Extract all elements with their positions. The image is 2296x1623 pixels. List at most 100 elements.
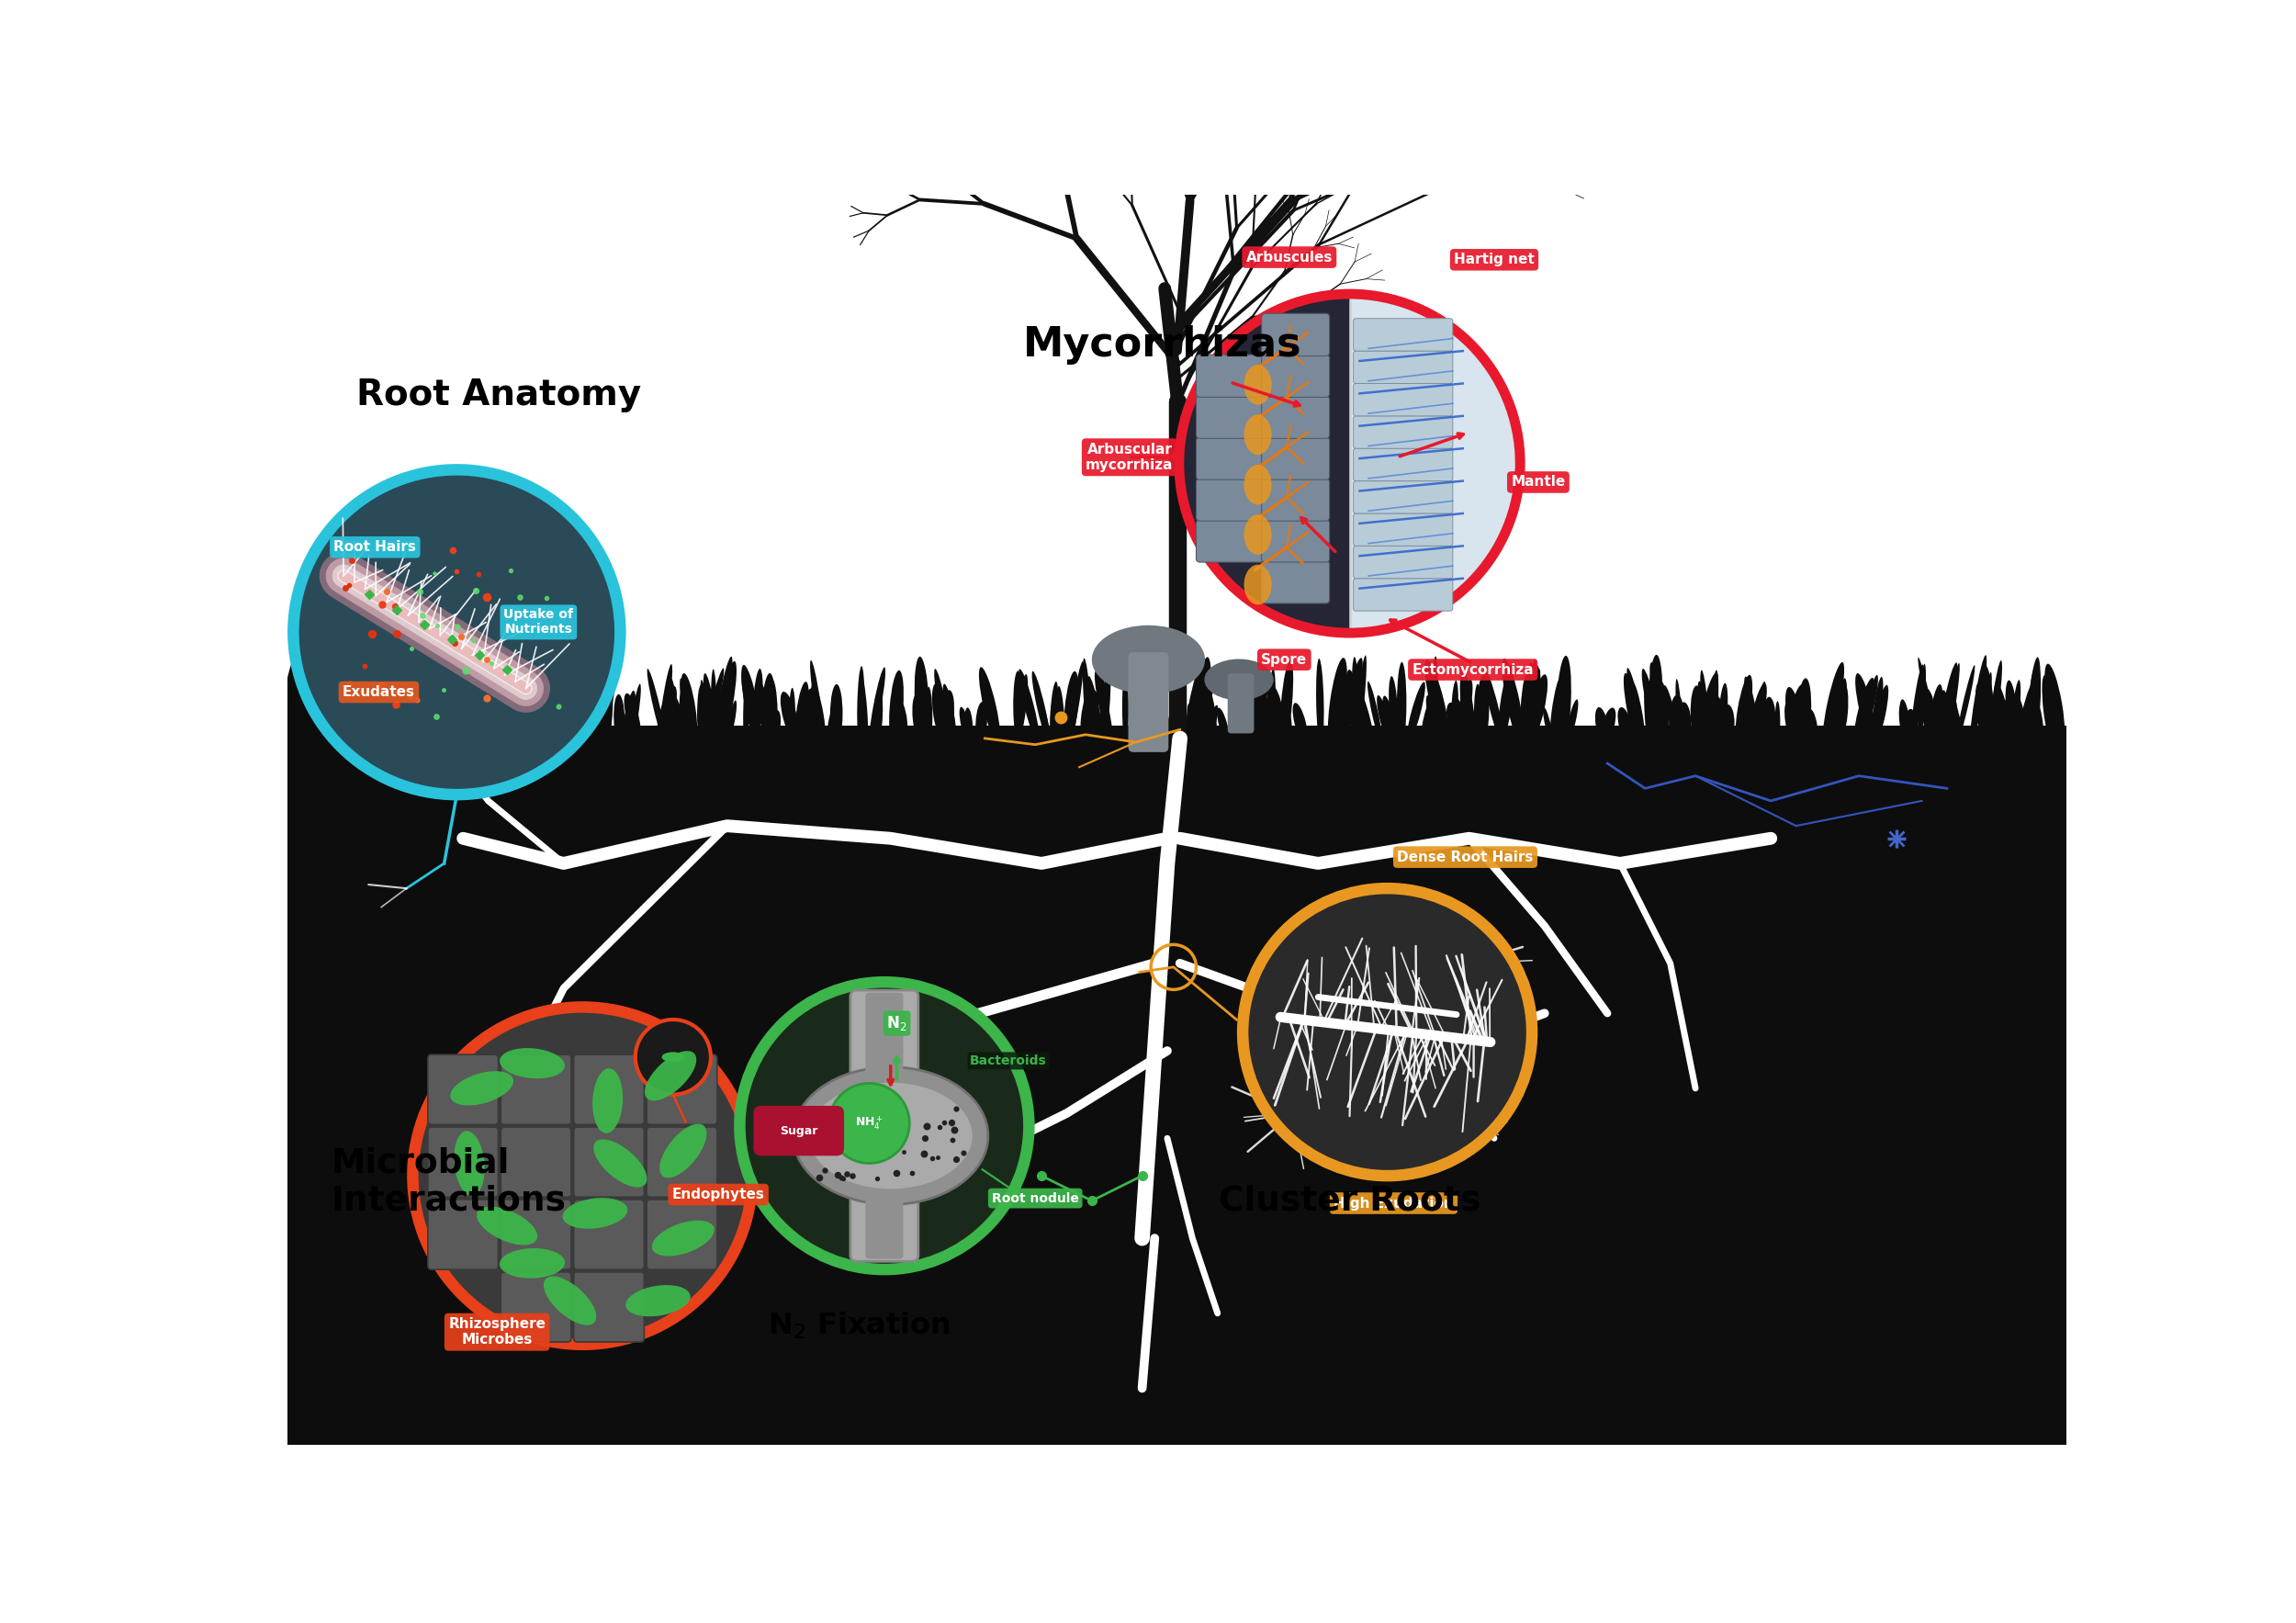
Ellipse shape (1171, 659, 1180, 747)
Ellipse shape (625, 691, 636, 743)
Ellipse shape (1699, 672, 1717, 745)
Ellipse shape (2018, 680, 2037, 743)
Ellipse shape (1745, 677, 1759, 745)
FancyBboxPatch shape (1196, 519, 1265, 562)
Ellipse shape (1242, 688, 1251, 743)
Ellipse shape (932, 683, 948, 745)
FancyBboxPatch shape (1352, 480, 1453, 513)
Ellipse shape (544, 1276, 597, 1324)
Ellipse shape (1201, 677, 1217, 745)
Ellipse shape (941, 703, 955, 742)
Ellipse shape (1642, 669, 1662, 745)
Ellipse shape (2016, 695, 2027, 743)
Ellipse shape (976, 701, 987, 742)
FancyBboxPatch shape (1261, 479, 1329, 521)
Ellipse shape (1988, 661, 2002, 747)
Ellipse shape (324, 695, 335, 743)
Ellipse shape (1678, 703, 1692, 742)
Ellipse shape (771, 683, 776, 745)
FancyBboxPatch shape (501, 1126, 572, 1198)
Ellipse shape (512, 665, 528, 747)
FancyBboxPatch shape (1196, 437, 1265, 480)
Ellipse shape (404, 690, 418, 743)
Ellipse shape (604, 669, 613, 747)
Ellipse shape (1527, 700, 1538, 742)
Ellipse shape (1786, 687, 1802, 743)
Text: Ectomycorrhiza: Ectomycorrhiza (1412, 662, 1534, 677)
Ellipse shape (1947, 685, 1965, 743)
Ellipse shape (1382, 696, 1396, 743)
Ellipse shape (1899, 700, 1910, 743)
Text: Rhizosphere
Microbes: Rhizosphere Microbes (448, 1318, 546, 1347)
Text: Exudates: Exudates (342, 685, 416, 700)
Ellipse shape (1874, 685, 1887, 743)
Ellipse shape (1476, 675, 1490, 745)
Ellipse shape (1711, 670, 1717, 747)
Ellipse shape (705, 700, 716, 742)
Ellipse shape (1708, 698, 1724, 742)
Ellipse shape (1015, 674, 1029, 745)
Ellipse shape (934, 669, 951, 745)
Ellipse shape (1995, 683, 2011, 743)
FancyBboxPatch shape (574, 1272, 645, 1342)
Ellipse shape (1862, 703, 1871, 742)
Ellipse shape (682, 674, 698, 745)
Ellipse shape (1860, 675, 1878, 745)
FancyBboxPatch shape (501, 1055, 572, 1125)
Ellipse shape (714, 657, 732, 747)
Ellipse shape (464, 674, 480, 745)
Ellipse shape (1146, 680, 1164, 745)
Ellipse shape (1088, 677, 1104, 745)
Ellipse shape (1205, 659, 1274, 700)
Ellipse shape (1649, 654, 1662, 748)
Ellipse shape (1979, 696, 1993, 743)
Ellipse shape (1013, 670, 1024, 747)
Ellipse shape (1658, 682, 1667, 745)
FancyBboxPatch shape (1352, 513, 1453, 545)
Ellipse shape (1244, 415, 1272, 454)
Ellipse shape (1632, 682, 1646, 745)
Ellipse shape (1692, 698, 1701, 743)
Ellipse shape (1527, 675, 1548, 745)
Ellipse shape (1720, 704, 1733, 742)
Ellipse shape (292, 688, 308, 743)
Text: Bacteroids: Bacteroids (969, 1055, 1047, 1068)
Ellipse shape (680, 691, 693, 743)
Text: Mantle: Mantle (1511, 476, 1566, 489)
Ellipse shape (1019, 669, 1040, 745)
Text: Spore: Spore (1261, 652, 1306, 667)
Ellipse shape (1690, 685, 1704, 745)
Ellipse shape (765, 677, 778, 745)
Ellipse shape (1699, 690, 1711, 743)
Ellipse shape (1362, 693, 1375, 743)
Ellipse shape (645, 1050, 696, 1100)
Ellipse shape (1497, 665, 1513, 747)
Ellipse shape (1332, 698, 1350, 742)
Ellipse shape (409, 687, 425, 743)
Ellipse shape (1483, 669, 1504, 745)
Ellipse shape (388, 662, 395, 747)
Ellipse shape (372, 708, 388, 742)
Circle shape (636, 1019, 712, 1094)
Ellipse shape (856, 665, 863, 747)
Ellipse shape (939, 690, 955, 743)
Ellipse shape (1938, 690, 1949, 743)
Ellipse shape (1231, 693, 1247, 743)
Ellipse shape (2041, 675, 2055, 745)
Ellipse shape (1327, 657, 1348, 747)
Ellipse shape (939, 708, 953, 742)
Ellipse shape (742, 670, 760, 745)
Ellipse shape (1139, 695, 1155, 743)
Ellipse shape (1665, 685, 1678, 743)
Ellipse shape (1446, 703, 1465, 742)
Ellipse shape (1265, 698, 1277, 743)
Ellipse shape (1033, 678, 1052, 743)
Text: High Exudation: High Exudation (1334, 1196, 1453, 1211)
Ellipse shape (629, 683, 641, 743)
Ellipse shape (1901, 711, 1915, 742)
FancyBboxPatch shape (850, 990, 918, 1261)
Ellipse shape (625, 693, 641, 743)
Ellipse shape (652, 1220, 714, 1256)
Ellipse shape (1127, 656, 1150, 747)
Ellipse shape (501, 695, 517, 743)
